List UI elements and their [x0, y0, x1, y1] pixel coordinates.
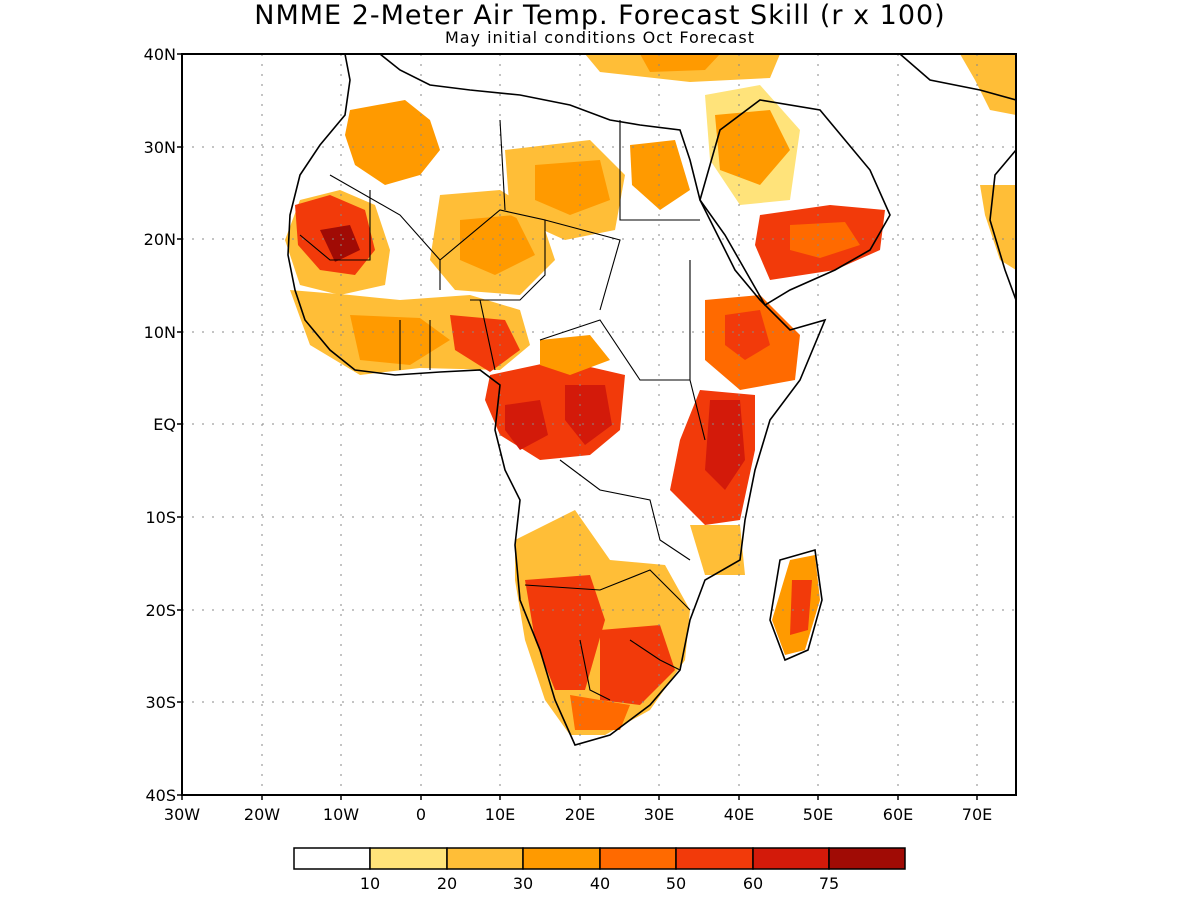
colorbar-label: 10	[360, 874, 380, 893]
skill-shading	[285, 54, 1016, 735]
map-title: NMME 2-Meter Air Temp. Forecast Skill (r…	[254, 0, 946, 31]
lon-label: 60E	[883, 805, 913, 824]
colorbar-box	[828, 847, 906, 870]
lat-label: 40N	[144, 45, 176, 64]
lat-label: EQ	[153, 415, 176, 434]
lat-label: 20N	[144, 230, 176, 249]
lat-label: 40S	[145, 786, 176, 805]
colorbar-label: 50	[666, 874, 686, 893]
lon-label: 70E	[962, 805, 992, 824]
lon-label: 50E	[803, 805, 833, 824]
colorbar-box	[675, 847, 754, 870]
lon-label: 40E	[724, 805, 754, 824]
lon-label: 20E	[565, 805, 595, 824]
colorbar-box	[369, 847, 448, 870]
colorbar-label: 20	[437, 874, 457, 893]
latitude-labels: 40N 30N 20N 10N EQ 10S 20S 30S 40S	[144, 45, 176, 805]
lat-label: 30S	[145, 693, 176, 712]
colorbar: 10 20 30 40 50 60 75	[293, 847, 906, 893]
latitude-ticks	[177, 53, 182, 796]
lon-label: 20W	[244, 805, 280, 824]
lat-label: 20S	[145, 601, 176, 620]
lat-label: 10N	[144, 323, 176, 342]
lat-label: 30N	[144, 138, 176, 157]
colorbar-label: 60	[743, 874, 763, 893]
colorbar-label: 30	[513, 874, 533, 893]
longitude-ticks	[181, 795, 978, 800]
colorbar-box	[293, 847, 371, 870]
map-subtitle: May initial conditions Oct Forecast	[444, 28, 756, 47]
lon-label: 10W	[323, 805, 359, 824]
graticule	[182, 54, 1016, 795]
lon-label: 0	[416, 805, 426, 824]
country-borders	[299, 119, 706, 701]
skill-region-northwest	[345, 100, 440, 185]
colorbar-box	[446, 847, 524, 870]
lat-label: 10S	[145, 508, 176, 527]
lon-label: 10E	[485, 805, 515, 824]
colorbar-box	[522, 847, 601, 870]
colorbar-label: 75	[819, 874, 839, 893]
colorbar-label: 40	[590, 874, 610, 893]
longitude-labels: 30W 20W 10W 0 10E 20E 30E 40E 50E 60E 70…	[164, 805, 992, 824]
lon-label: 30E	[644, 805, 674, 824]
lon-label: 30W	[164, 805, 200, 824]
colorbar-box	[599, 847, 677, 870]
coastlines	[287, 54, 1016, 746]
colorbar-box	[752, 847, 830, 870]
